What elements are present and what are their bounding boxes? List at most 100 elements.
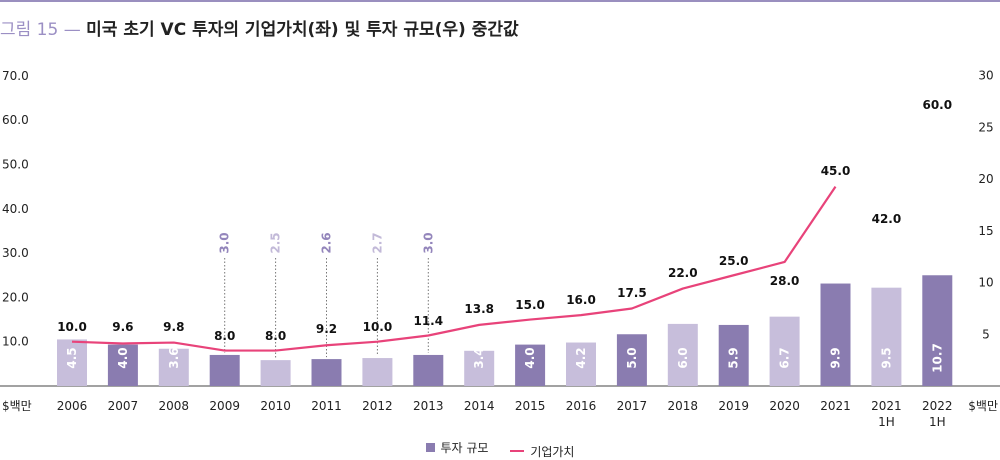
bar-value-label: 2.6 bbox=[320, 232, 334, 253]
line-value-label: 25.0 bbox=[719, 254, 749, 268]
bar bbox=[107, 344, 138, 386]
right-axis-tick: 20 bbox=[978, 172, 993, 186]
x-axis-tick: 1H bbox=[929, 415, 946, 429]
line-value-label: 15.0 bbox=[515, 298, 545, 312]
figure-title: 그림 15 — 미국 초기 VC 투자의 기업가치(좌) 및 투자 규모(우) … bbox=[0, 15, 519, 40]
right-axis-tick: 25 bbox=[978, 120, 993, 134]
bar-value-label: 3.4 bbox=[472, 347, 486, 368]
x-axis-tick: 2014 bbox=[464, 399, 495, 413]
line-value-label: 9.8 bbox=[163, 320, 184, 334]
legend-line-swatch bbox=[510, 450, 525, 452]
bar-value-label: 3.6 bbox=[167, 347, 181, 368]
top-rule bbox=[0, 0, 1000, 2]
bar bbox=[616, 334, 647, 386]
legend-item-line: 기업가치 bbox=[510, 443, 574, 460]
legend: 투자 규모 기업가치 bbox=[0, 439, 1000, 460]
x-axis-tick: 2022 bbox=[922, 399, 953, 413]
figure-number: 그림 15 bbox=[0, 20, 59, 40]
title-separator: — bbox=[63, 20, 81, 40]
legend-bar-swatch bbox=[425, 443, 435, 452]
left-axis-tick: 10.0 bbox=[2, 335, 29, 349]
x-axis-tick: 2016 bbox=[566, 399, 597, 413]
x-axis-tick: 2021 bbox=[871, 399, 902, 413]
bar-value-label: 4.2 bbox=[574, 347, 588, 368]
bar bbox=[718, 324, 749, 386]
left-axis-tick: 30.0 bbox=[2, 246, 29, 260]
right-axis-unit: $백만 bbox=[968, 399, 998, 413]
bar bbox=[515, 344, 546, 386]
legend-bar-label: 투자 규모 bbox=[440, 441, 489, 455]
line-value-label: 8.0 bbox=[265, 329, 286, 343]
bar bbox=[922, 275, 953, 386]
line-value-label: 10.0 bbox=[363, 320, 393, 334]
left-axis-unit: $백만 bbox=[2, 399, 32, 413]
line-value-label: 60.0 bbox=[922, 98, 952, 112]
line-value-label: 10.0 bbox=[57, 320, 87, 334]
bar-value-label: 2.5 bbox=[269, 232, 283, 253]
line-value-label: 9.6 bbox=[112, 320, 133, 334]
bar bbox=[158, 348, 189, 386]
x-axis-tick: 2015 bbox=[515, 399, 546, 413]
left-axis-tick: 70.0 bbox=[2, 69, 29, 83]
bar-value-label: 4.0 bbox=[116, 347, 130, 368]
right-axis-tick: 5 bbox=[982, 327, 990, 341]
value-line bbox=[71, 186, 837, 352]
bar bbox=[820, 283, 851, 386]
bar bbox=[769, 316, 800, 386]
line-value-label: 16.0 bbox=[566, 293, 596, 307]
right-axis-tick: 30 bbox=[978, 69, 993, 83]
x-axis-tick: 2020 bbox=[769, 399, 800, 413]
x-axis-tick: 2013 bbox=[413, 399, 444, 413]
bar bbox=[260, 360, 291, 386]
bar-value-label: 6.7 bbox=[778, 347, 792, 368]
bar bbox=[57, 339, 87, 386]
x-axis-tick: 2011 bbox=[311, 399, 342, 413]
bar-value-label: 3.0 bbox=[218, 232, 232, 253]
bar-value-label: 9.9 bbox=[829, 347, 843, 368]
legend-line-label: 기업가치 bbox=[530, 444, 575, 459]
bar-value-label: 4.5 bbox=[65, 347, 79, 368]
x-axis-tick: 2008 bbox=[159, 399, 190, 413]
x-axis-tick: 2009 bbox=[209, 399, 240, 413]
bar bbox=[667, 323, 698, 386]
left-axis-tick: 20.0 bbox=[2, 290, 29, 304]
x-axis-tick: 2018 bbox=[668, 399, 699, 413]
bar-value-label: 10.7 bbox=[930, 343, 944, 373]
x-axis-tick: 2010 bbox=[260, 399, 291, 413]
x-axis-tick: 2006 bbox=[57, 399, 88, 413]
left-axis-tick: 40.0 bbox=[2, 202, 29, 216]
line-value-label: 45.0 bbox=[821, 164, 851, 178]
x-axis-tick: 2017 bbox=[617, 399, 648, 413]
line-value-label: 28.0 bbox=[770, 274, 800, 288]
bar-value-label: 6.0 bbox=[676, 347, 690, 368]
bar-value-label: 5.9 bbox=[727, 347, 741, 368]
x-axis-tick: 2007 bbox=[108, 399, 139, 413]
bar-value-label: 9.5 bbox=[879, 347, 893, 368]
line-value-label: 9.2 bbox=[316, 322, 337, 336]
bar-value-label: 3.0 bbox=[421, 232, 435, 253]
x-axis-tick: 2019 bbox=[718, 399, 749, 413]
bar bbox=[464, 350, 495, 386]
right-axis-tick: 10 bbox=[978, 276, 993, 290]
line-value-label: 17.5 bbox=[617, 286, 647, 300]
line-value-label: 11.4 bbox=[413, 314, 443, 328]
right-axis-tick: 15 bbox=[978, 224, 993, 238]
bar-value-label: 2.7 bbox=[370, 232, 384, 253]
bar bbox=[209, 354, 240, 386]
bar bbox=[871, 287, 902, 386]
figure-title-text: 미국 초기 VC 투자의 기업가치(좌) 및 투자 규모(우) 중간값 bbox=[86, 20, 519, 40]
bar-value-label: 4.0 bbox=[523, 347, 537, 368]
line-value-label: 8.0 bbox=[214, 329, 235, 343]
bar bbox=[413, 354, 444, 386]
left-axis-tick: 50.0 bbox=[2, 158, 29, 172]
bar bbox=[566, 342, 596, 386]
x-axis-tick: 2021 bbox=[820, 399, 851, 413]
bar-value-label: 5.0 bbox=[625, 347, 639, 368]
line-value-label: 22.0 bbox=[668, 266, 698, 280]
left-axis-tick: 60.0 bbox=[2, 113, 29, 127]
bar bbox=[311, 359, 342, 386]
x-axis-tick: 1H bbox=[878, 415, 895, 429]
legend-item-bar: 투자 규모 bbox=[425, 439, 489, 456]
x-axis-tick: 2012 bbox=[362, 399, 393, 413]
